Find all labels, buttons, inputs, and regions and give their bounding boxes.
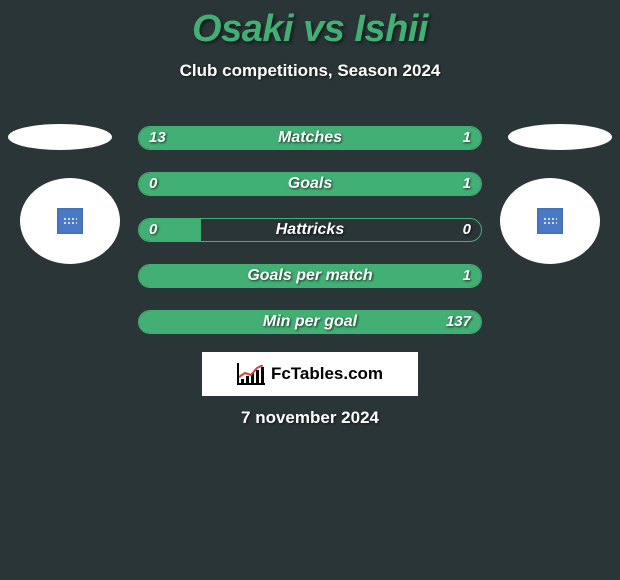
date-label: 7 november 2024 xyxy=(0,408,620,428)
player-left-marker xyxy=(8,124,112,150)
bar-label: Matches xyxy=(139,127,481,149)
bar-row: 1Goals per match xyxy=(138,264,482,288)
logo-text: FcTables.com xyxy=(271,364,383,384)
chart-icon xyxy=(237,363,265,385)
placeholder-icon xyxy=(57,208,83,234)
bar-label: Goals per match xyxy=(139,265,481,287)
comparison-bars: 131Matches 01Goals 00Hattricks 1Goals per m… xyxy=(138,126,482,356)
bar-label: Hattricks xyxy=(139,219,481,241)
bar-row: 01Goals xyxy=(138,172,482,196)
placeholder-icon xyxy=(537,208,563,234)
page-title: Osaki vs Ishii xyxy=(0,0,620,51)
bar-row: 137Min per goal xyxy=(138,310,482,334)
player-right-marker xyxy=(508,124,612,150)
player-right-portrait xyxy=(500,178,600,264)
bar-row: 00Hattricks xyxy=(138,218,482,242)
player-left-portrait xyxy=(20,178,120,264)
bar-label: Min per goal xyxy=(139,311,481,333)
subtitle: Club competitions, Season 2024 xyxy=(0,61,620,81)
source-logo: FcTables.com xyxy=(202,352,418,396)
bar-row: 131Matches xyxy=(138,126,482,150)
bar-label: Goals xyxy=(139,173,481,195)
